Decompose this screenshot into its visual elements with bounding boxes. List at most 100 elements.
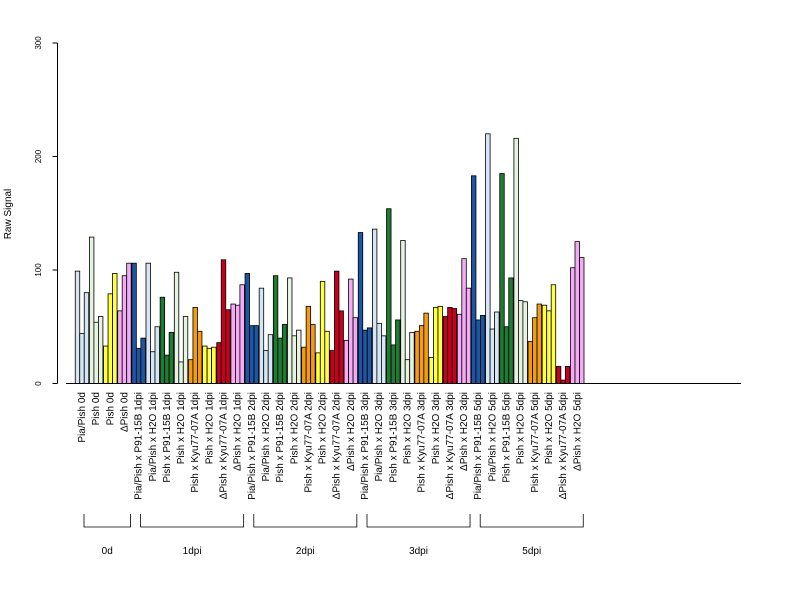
category-label: Pish x P91-15B 1dpi: [162, 392, 173, 483]
bar: [570, 267, 576, 384]
group-bracket: [479, 514, 584, 528]
bar: [225, 309, 231, 384]
category-label: Pish x P91-15B 2dpi: [275, 392, 286, 483]
category-label: Pish 0d: [105, 392, 116, 425]
category-label: ΔPish x Kyu77-07A 5dpi: [558, 392, 569, 499]
bar: [527, 341, 533, 384]
bar: [211, 346, 217, 384]
category-label: Pia/Pish x H2O 3dpi: [374, 392, 385, 482]
bar: [267, 334, 274, 384]
bar: [348, 278, 354, 384]
group-label: 5dpi: [522, 546, 541, 557]
bar: [560, 379, 566, 384]
category-label: ΔPish x H2O 1dpi: [233, 392, 244, 471]
bar: [258, 287, 265, 384]
y-axis: 0 100 200 300: [34, 36, 58, 386]
y-axis-label: Raw Signal: [3, 189, 14, 240]
bar: [532, 317, 538, 384]
bar: [418, 325, 425, 384]
bar: [112, 273, 118, 384]
bar: [522, 301, 528, 384]
bar: [471, 175, 477, 384]
bar: [518, 300, 524, 384]
bar: [371, 228, 378, 384]
bar: [564, 366, 571, 384]
bar: [315, 352, 321, 384]
bar: [244, 273, 250, 384]
bar: [442, 316, 449, 384]
bar: [555, 366, 562, 384]
bar: [281, 324, 288, 384]
bar: [131, 262, 137, 384]
category-label: Pish x P91-15B 5dpi: [502, 392, 513, 483]
bar: [329, 350, 335, 384]
bar: [433, 307, 439, 384]
bar: [362, 329, 368, 384]
category-label: Pish x P91-15B 3dpi: [388, 392, 399, 483]
bar: [154, 326, 160, 384]
bar: [390, 344, 396, 384]
category-label: Pia/Pish x H2O 2dpi: [261, 392, 272, 482]
bar: [338, 310, 344, 384]
bar: [447, 307, 453, 384]
bar: [437, 305, 443, 384]
category-label: Pish 0d: [91, 392, 102, 425]
bar: [239, 284, 245, 384]
bar: [220, 259, 227, 384]
bar: [513, 137, 519, 384]
bar: [475, 319, 481, 384]
group-bracket: [140, 514, 245, 528]
category-label: Pish x H2O 3dpi: [431, 392, 442, 464]
bar: [480, 314, 486, 384]
bar: [456, 313, 463, 384]
category-label: Pish x H2O 2dpi: [318, 392, 329, 464]
group-bracket: [366, 514, 471, 528]
y-tick-label: 200: [34, 149, 43, 163]
category-label: Pia/Pish 0d: [77, 392, 88, 443]
bar: [324, 330, 330, 384]
category-label: ΔPish x H2O 5dpi: [572, 392, 583, 471]
group-bracket: [253, 514, 358, 528]
bar: [334, 270, 340, 384]
bar: [164, 354, 170, 384]
group-label: 0d: [102, 546, 113, 557]
bar: [182, 316, 189, 384]
bar: [400, 240, 406, 384]
bar: [380, 335, 387, 384]
group-brackets: 0d 1dpi 2dpi 3dpi 5dpi: [83, 514, 584, 557]
bar: [103, 345, 109, 384]
y-tick-label: 0: [34, 381, 43, 386]
bar: [74, 270, 81, 384]
bar: [93, 321, 99, 384]
bar: [546, 310, 552, 384]
bar: [173, 271, 180, 384]
category-label: Pish x H2O 1dpi: [204, 392, 215, 464]
bar: [230, 303, 236, 384]
bar: [343, 339, 350, 384]
bar: [117, 310, 123, 384]
category-label: Pia/Pish x H2O 5dpi: [487, 392, 498, 482]
y-tick-label: 300: [34, 36, 43, 50]
bar: [197, 330, 203, 384]
category-label: Pish x Kyu77-07A 2dpi: [303, 392, 314, 493]
bar: [253, 325, 259, 384]
category-label: Pish x Kyu77-07A 5dpi: [530, 392, 541, 493]
bar: [301, 346, 307, 384]
bar: [89, 236, 95, 384]
bar: [541, 304, 548, 384]
y-tick-label: 100: [34, 263, 43, 277]
bar: [409, 332, 415, 384]
category-label: Pish x H2O 5dpi: [544, 392, 555, 464]
category-label: Pish x Kyu77-07A 3dpi: [417, 392, 428, 493]
bar: [150, 351, 156, 384]
bar: [465, 287, 472, 384]
bar: [79, 333, 85, 384]
category-label: ΔPish x Kyu77-07A 2dpi: [332, 392, 343, 499]
bar: [192, 307, 198, 384]
group-label: 2dpi: [296, 546, 315, 557]
group-bracket: [83, 514, 131, 528]
category-label: Pia/Pish x P91-15B 1dpi: [134, 392, 145, 500]
bar: [159, 296, 166, 384]
bar: [461, 258, 467, 384]
